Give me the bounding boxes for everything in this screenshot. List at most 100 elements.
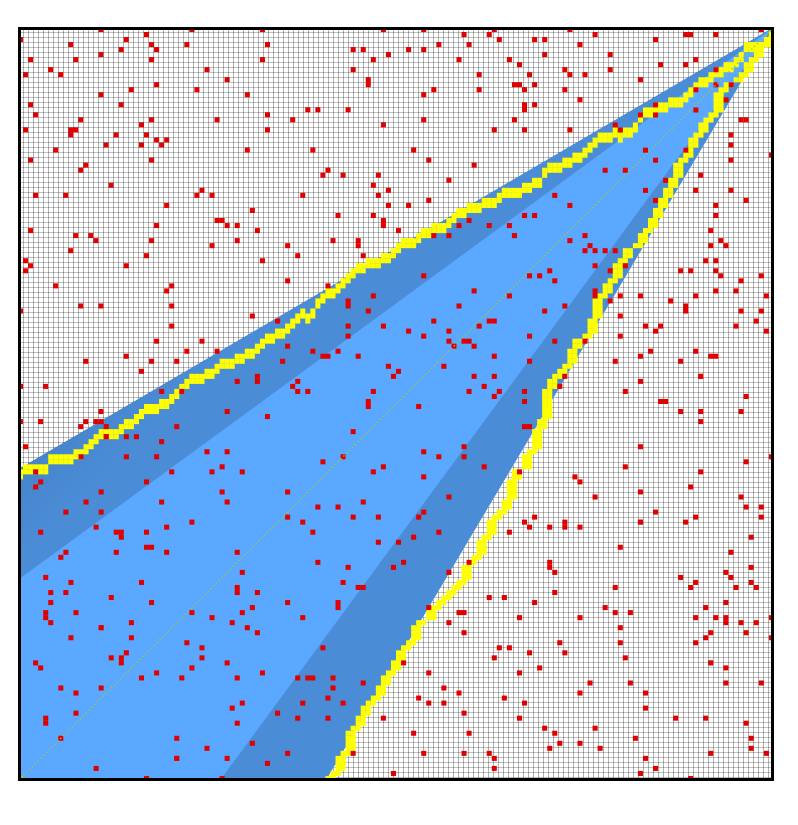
- obstacle-cell: [562, 519, 568, 525]
- obstacle-cell: [617, 544, 623, 550]
- obstacle-cell: [380, 464, 386, 470]
- obstacle-cell: [28, 263, 34, 269]
- obstacle-cell: [738, 117, 744, 123]
- obstacle-cell: [471, 288, 477, 294]
- obstacle-cell: [461, 710, 467, 716]
- frontier-cell: [557, 167, 563, 173]
- frontier-cell: [149, 404, 155, 410]
- obstacle-cell: [78, 454, 84, 460]
- frontier-cell: [385, 680, 391, 686]
- frontier-cell: [68, 454, 74, 460]
- frontier-cell: [501, 192, 507, 198]
- frontier-cell: [431, 610, 437, 616]
- frontier-cell: [592, 328, 598, 334]
- obstacle-cell: [63, 509, 69, 515]
- frontier-cell: [522, 464, 528, 470]
- frontier-cell: [411, 238, 417, 244]
- frontier-cell: [33, 464, 39, 470]
- frontier-cell: [375, 695, 381, 701]
- obstacle-cell: [108, 595, 114, 601]
- obstacle-cell: [617, 293, 623, 299]
- frontier-cell: [118, 424, 124, 430]
- obstacle-cell: [73, 610, 79, 616]
- obstacle-cell: [209, 192, 215, 198]
- obstacle-cell: [28, 228, 34, 234]
- frontier-cell: [23, 469, 29, 475]
- obstacle-cell: [426, 605, 432, 611]
- obstacle-cell: [98, 419, 104, 425]
- frontier-cell: [547, 409, 553, 415]
- frontier-cell: [451, 584, 457, 590]
- frontier-cell: [501, 504, 507, 510]
- frontier-cell: [693, 142, 699, 148]
- frontier-cell: [567, 363, 573, 369]
- obstacle-cell: [532, 37, 538, 43]
- obstacle-cell: [159, 499, 165, 505]
- search-grid: [18, 27, 774, 781]
- frontier-cell: [688, 147, 694, 153]
- obstacle-cell: [728, 142, 734, 148]
- frontier-cell: [703, 117, 709, 123]
- obstacle-cell: [93, 524, 99, 530]
- frontier-cell: [345, 740, 351, 746]
- frontier-cell: [416, 620, 422, 626]
- frontier-cell: [461, 564, 467, 570]
- obstacle-cell: [310, 348, 316, 354]
- obstacle-cell: [703, 715, 709, 721]
- frontier-cell: [335, 760, 341, 766]
- obstacle-cell: [562, 303, 568, 309]
- frontier-cell: [340, 278, 346, 284]
- frontier-cell: [481, 197, 487, 203]
- obstacle-cell: [456, 690, 462, 696]
- frontier-cell: [642, 112, 648, 118]
- frontier-cell: [491, 529, 497, 535]
- obstacle-cell: [23, 127, 29, 133]
- obstacle-cell: [199, 338, 205, 344]
- frontier-cell: [577, 343, 583, 349]
- frontier-cell: [401, 238, 407, 244]
- obstacle-cell: [562, 87, 568, 93]
- obstacle-cell: [748, 735, 754, 741]
- obstacle-cell: [98, 92, 104, 98]
- frontier-cell: [718, 67, 724, 73]
- frontier-cell: [552, 167, 558, 173]
- obstacle-cell: [426, 197, 432, 203]
- obstacle-cell: [632, 735, 638, 741]
- obstacle-cell: [28, 102, 34, 108]
- frontier-cell: [68, 459, 74, 465]
- obstacle-cell: [78, 424, 84, 430]
- obstacle-cell: [53, 283, 59, 289]
- obstacle-cell: [128, 87, 134, 93]
- obstacle-cell: [48, 600, 54, 606]
- frontier-cell: [723, 87, 729, 93]
- frontier-cell: [375, 690, 381, 696]
- frontier-cell: [718, 72, 724, 78]
- frontier-cell: [456, 584, 462, 590]
- obstacle-cell: [421, 449, 427, 455]
- obstacle-cell: [637, 112, 643, 118]
- obstacle-cell: [642, 147, 648, 153]
- frontier-cell: [466, 202, 472, 208]
- frontier-cell: [360, 263, 366, 269]
- frontier-cell: [355, 263, 361, 269]
- frontier-cell: [169, 398, 175, 404]
- obstacle-cell: [365, 77, 371, 83]
- obstacle-cell: [38, 419, 44, 425]
- search-grid-canvas: [18, 27, 774, 781]
- obstacle-cell: [476, 72, 482, 78]
- frontier-cell: [280, 328, 286, 334]
- obstacle-cell: [557, 383, 563, 389]
- obstacle-cell: [718, 238, 724, 244]
- frontier-cell: [582, 333, 588, 339]
- obstacle-cell: [113, 132, 119, 138]
- obstacle-cell: [234, 549, 240, 555]
- obstacle-cell: [421, 273, 427, 279]
- frontier-cell: [683, 152, 689, 158]
- frontier-cell: [350, 735, 356, 741]
- frontier-cell: [471, 202, 477, 208]
- obstacle-cell: [300, 192, 306, 198]
- obstacle-cell: [98, 625, 104, 631]
- obstacle-cell: [481, 383, 487, 389]
- frontier-cell: [592, 323, 598, 329]
- obstacle-cell: [713, 615, 719, 621]
